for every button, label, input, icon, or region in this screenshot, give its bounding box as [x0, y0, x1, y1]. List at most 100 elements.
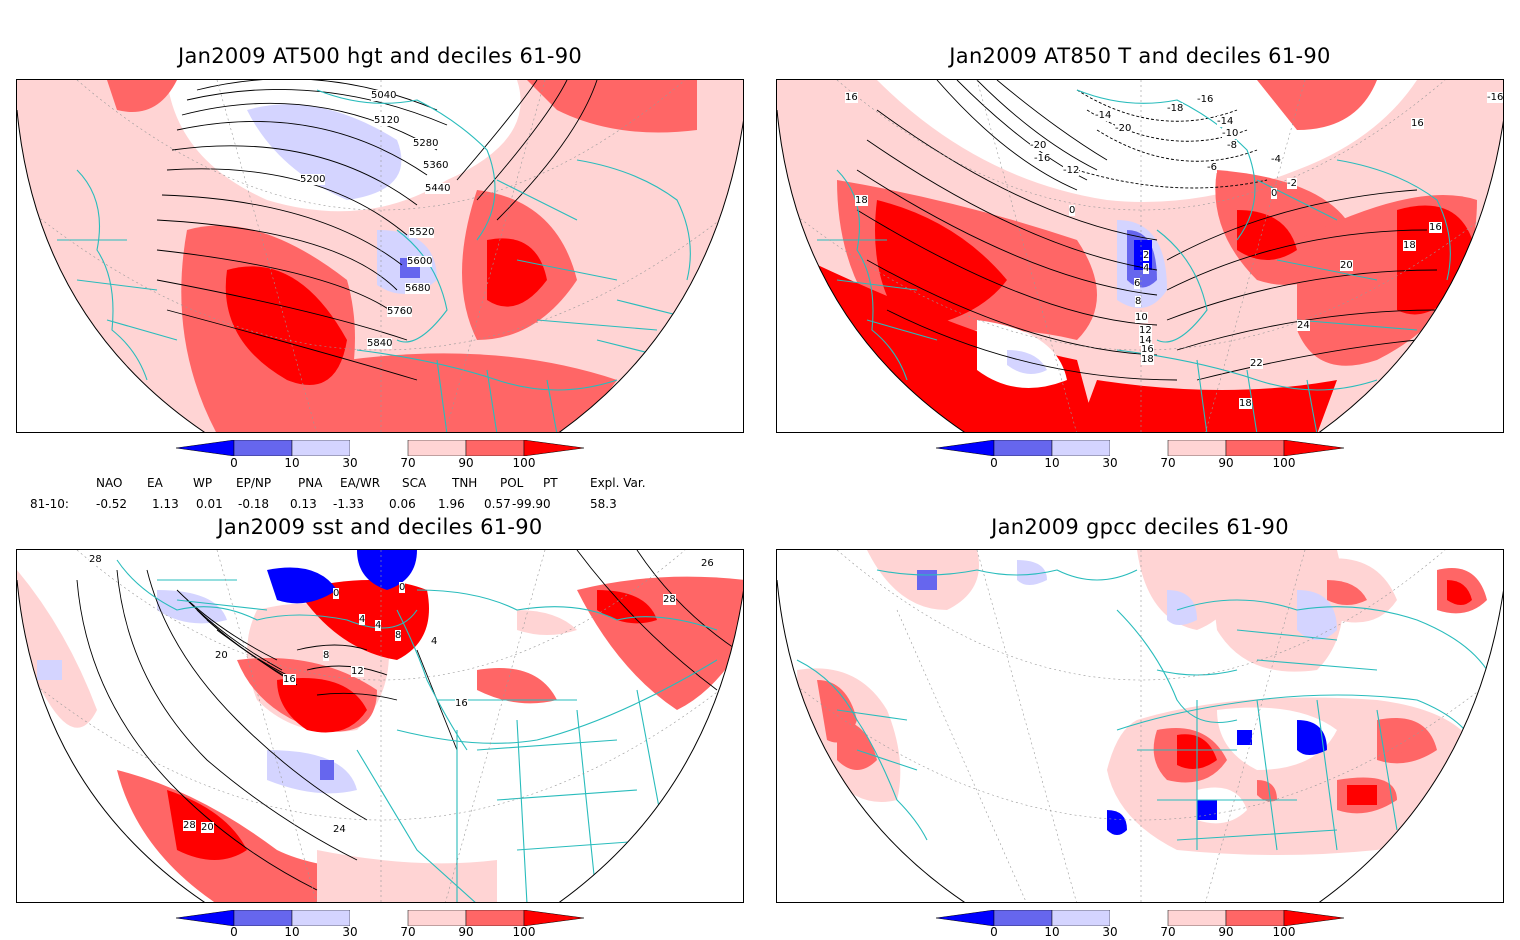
index-value: -0.18: [238, 497, 270, 511]
contour-label: 12: [351, 666, 364, 677]
panel-title-gpcc: Jan2009 gpcc deciles 61-90: [991, 515, 1289, 539]
contour-label: 26: [701, 558, 714, 569]
contour-label: 16: [455, 698, 468, 709]
index-header: SCA: [402, 476, 427, 490]
contour-label: 8: [395, 630, 402, 641]
colorbar-tick: 10: [284, 925, 300, 939]
contour-label: 16: [283, 674, 296, 685]
contour-label: -16: [1487, 92, 1504, 103]
index-value: 0.01: [196, 497, 223, 511]
contour-label: 16: [845, 92, 858, 103]
contour-label: 0: [399, 582, 406, 593]
colorbar-tick: 100: [512, 456, 536, 470]
index-value: 0.13: [290, 497, 317, 511]
contour-label: -12: [1063, 165, 1080, 176]
contour-label: 18: [1141, 354, 1154, 365]
contour-label: 28: [183, 820, 196, 831]
contour-label: -16: [1197, 94, 1214, 105]
map-hgt500: 5040 5120 5200 5280 5360 5440 5520 5600 …: [16, 79, 744, 433]
colorbar-hgt500: 0 10 30 70 90 100: [175, 439, 586, 472]
map-t850: 16 18 -20 -16 -12 0 2 4 6 8 10 12 14 16 …: [776, 79, 1504, 433]
colorbar-tick: 90: [1218, 925, 1234, 939]
contour-label: 5840: [367, 338, 393, 349]
index-header: WP: [193, 476, 213, 490]
contour-label: 20: [215, 650, 228, 661]
contour-label: 16: [1141, 344, 1154, 355]
colorbar-tick: 100: [1272, 925, 1296, 939]
colorbar-tick: 70: [400, 925, 416, 939]
colorbar-tick: 30: [342, 925, 358, 939]
contour-label: 28: [89, 554, 102, 565]
contour-label: 2: [1143, 250, 1150, 261]
contour-label: 6: [1134, 278, 1141, 289]
index-header: POL: [500, 476, 524, 490]
contour-label: -4: [1271, 154, 1281, 165]
colorbar-tick: 0: [230, 925, 238, 939]
colorbar-tick: 70: [1160, 925, 1176, 939]
contour-label: -6: [1207, 162, 1217, 173]
index-header: TNH: [452, 476, 478, 490]
index-header: PNA: [298, 476, 323, 490]
contour-label: 0: [1069, 205, 1076, 216]
contour-label: 4: [359, 614, 366, 625]
index-value: 1.96: [438, 497, 465, 511]
colorbar-tick: 90: [458, 456, 474, 470]
contour-label: 16: [1429, 222, 1442, 233]
colorbar-tick: 10: [1044, 925, 1060, 939]
panel-title-sst: Jan2009 sst and deciles 61-90: [217, 515, 543, 539]
colorbar-tick: 100: [512, 925, 536, 939]
index-value: 0.57: [484, 497, 511, 511]
colorbar-tick: 70: [1160, 456, 1176, 470]
contour-label: 0: [333, 588, 340, 599]
contour-label: 5040: [371, 90, 397, 101]
contour-label: 20: [1340, 260, 1353, 271]
index-value: -1.33: [333, 497, 365, 511]
contour-label: 5120: [374, 115, 400, 126]
colorbar-tick: 90: [1218, 456, 1234, 470]
contour-label: 10: [1135, 312, 1148, 323]
index-value: -99.90: [512, 497, 551, 511]
contour-label: 5600: [407, 256, 433, 267]
contour-label: 5200: [300, 174, 326, 185]
index-header: NAO: [96, 476, 123, 490]
contour-label: -20: [1115, 123, 1132, 134]
contour-label: 18: [855, 195, 868, 206]
colorbar-tick: 0: [990, 925, 998, 939]
colorbar-gpcc: 0 10 30 70 90 100: [935, 909, 1346, 940]
contour-label: 24: [1297, 320, 1310, 331]
contour-label: -2: [1287, 178, 1297, 189]
colorbar-tick: 30: [1102, 925, 1118, 939]
index-header: EA/WR: [340, 476, 381, 490]
contour-label: 4: [1143, 263, 1150, 274]
colorbar-tick: 0: [990, 456, 998, 470]
contour-label: -18: [1167, 103, 1184, 114]
contour-label: 28: [663, 594, 676, 605]
panel-title-hgt500: Jan2009 AT500 hgt and deciles 61-90: [177, 44, 583, 68]
contour-label: -8: [1227, 140, 1237, 151]
index-header: PT: [543, 476, 558, 490]
contour-label: 8: [323, 650, 330, 661]
contour-label: 16: [1411, 118, 1424, 129]
contour-label: 20: [201, 822, 214, 833]
colorbar-t850: 0 10 30 70 90 100: [935, 439, 1346, 472]
index-header: Expl. Var.: [590, 476, 646, 490]
map-gpcc: [776, 549, 1504, 903]
contour-label: 5680: [405, 283, 431, 294]
contour-label: 14: [1139, 335, 1152, 346]
colorbar-tick: 30: [342, 456, 358, 470]
index-value: 58.3: [590, 497, 617, 511]
contour-label: -14: [1217, 116, 1234, 127]
colorbar-tick: 30: [1102, 456, 1118, 470]
contour-label: 5760: [387, 306, 413, 317]
contour-label: -16: [1034, 153, 1051, 164]
colorbar-tick: 90: [458, 925, 474, 939]
colorbar-tick: 100: [1272, 456, 1296, 470]
contour-label: 5520: [409, 227, 435, 238]
contour-label: 24: [333, 824, 346, 835]
colorbar-tick: 10: [284, 456, 300, 470]
contour-label: 8: [1135, 296, 1142, 307]
contour-label: 5280: [413, 138, 439, 149]
index-row-label: 81-10:: [30, 497, 69, 511]
contour-label: -14: [1095, 110, 1112, 121]
index-header: EP/NP: [236, 476, 272, 490]
